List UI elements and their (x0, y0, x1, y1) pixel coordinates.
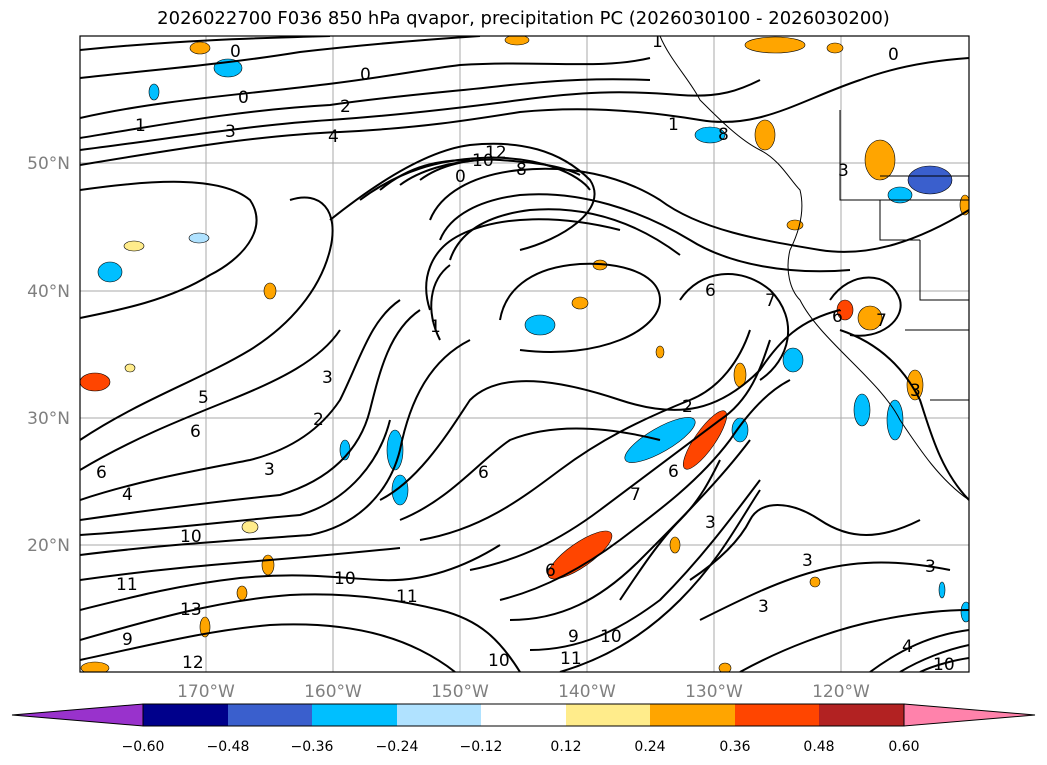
contour-label: 8 (718, 125, 729, 145)
contour-label: 6 (96, 463, 107, 483)
colorbar-segment (481, 704, 566, 726)
contour-label: 0 (455, 167, 466, 187)
contour-label: 10 (933, 655, 955, 675)
contour-label: 3 (838, 161, 849, 181)
contour-label: 10 (600, 627, 622, 647)
contour-label: 7 (876, 311, 887, 331)
contour-label: 9 (122, 630, 133, 650)
lon-label: 130°W (685, 682, 743, 702)
longitude-labels: 170°W 160°W 150°W 140°W 130°W 120°W (177, 682, 870, 702)
contour-label: 4 (902, 637, 913, 657)
contour-label: 4 (122, 485, 133, 505)
contour-label: 3 (322, 368, 333, 388)
contour-label: 10 (488, 651, 510, 671)
contour-label: 6 (832, 307, 843, 327)
contour-label: 9 (568, 627, 579, 647)
contour-label: 1 (430, 317, 441, 337)
colorbar-tick: 0.12 (550, 739, 581, 755)
contour-label: 2 (682, 397, 693, 417)
contour-label: 3 (225, 122, 236, 142)
contour-label: 2 (340, 97, 351, 117)
contour-label: 3 (802, 551, 813, 571)
colorbar-tick: 0.36 (719, 739, 750, 755)
qvapor-contours (80, 36, 969, 672)
colorbar-tick: −0.36 (291, 739, 334, 755)
lon-label: 150°W (431, 682, 489, 702)
contour-label: 11 (396, 587, 418, 607)
contour-label: 3 (264, 460, 275, 480)
contour-label: 6 (668, 462, 679, 482)
coastline (659, 36, 969, 501)
contour-label: 3 (758, 597, 769, 617)
map-title: 2026022700 F036 850 hPa qvapor, precipit… (157, 8, 890, 29)
colorbar-tick: −0.24 (376, 739, 419, 755)
colorbar-tick: 0.48 (803, 739, 834, 755)
colorbar-segment (312, 704, 397, 726)
contour-labels: 0 0 0 0 1 1 2 3 4 10 12 8 0 1 6 7 6 3 5 … (96, 32, 955, 675)
lon-label: 170°W (177, 682, 235, 702)
contour-label: 11 (116, 575, 138, 595)
colorbar-extend-min (11, 703, 144, 727)
colorbar-tick: 0.24 (634, 739, 665, 755)
contour-label: 2 (313, 410, 324, 430)
colorbar-segment (735, 704, 819, 726)
colorbar-segment (819, 704, 904, 726)
contour-label: 7 (630, 485, 641, 505)
precipitation-shading (80, 36, 969, 672)
contour-label: 4 (328, 127, 339, 147)
contour-label: 7 (765, 291, 776, 311)
lat-label: 40°N (27, 282, 70, 302)
contour-label: 6 (545, 561, 556, 581)
lat-label: 20°N (27, 536, 70, 556)
colorbar-segment (143, 704, 228, 726)
contour-label: 12 (485, 143, 507, 163)
contour-label: 12 (182, 653, 204, 673)
contour-label: 5 (198, 388, 209, 408)
contour-label: 0 (238, 88, 249, 108)
colorbar-extend-max (903, 703, 1036, 727)
colorbar-segment (650, 704, 735, 726)
contour-label: 0 (230, 42, 241, 62)
lat-label: 50°N (27, 154, 70, 174)
contour-label: 13 (180, 600, 202, 620)
colorbar-segment (397, 704, 481, 726)
contour-label: 6 (190, 422, 201, 442)
contour-label: 11 (560, 649, 582, 669)
contour-label: 6 (705, 281, 716, 301)
contour-label: 10 (180, 527, 202, 547)
contour-label: 10 (472, 151, 494, 171)
contour-label: 1 (135, 116, 146, 136)
colorbar-segment (228, 704, 312, 726)
latitude-labels: 50°N 40°N 30°N 20°N (27, 154, 70, 556)
lon-label: 120°W (812, 682, 870, 702)
colorbar: −0.60 −0.48 −0.36 −0.24 −0.12 0.12 0.24 … (11, 703, 1036, 755)
contour-label: 3 (705, 513, 716, 533)
contour-label: 8 (516, 160, 527, 180)
contour-label: 6 (478, 463, 489, 483)
contour-label: 0 (360, 65, 371, 85)
lon-label: 140°W (558, 682, 616, 702)
contour-label: 3 (925, 557, 936, 577)
contour-label: 0 (888, 45, 899, 65)
contour-label: 1 (652, 32, 663, 52)
colorbar-tick: −0.12 (460, 739, 503, 755)
contour-label: 3 (910, 381, 921, 401)
contour-label: 10 (334, 569, 356, 589)
colorbar-tick: 0.60 (888, 739, 919, 755)
contour-label: 1 (668, 115, 679, 135)
colorbar-segment (566, 704, 650, 726)
lon-label: 160°W (304, 682, 362, 702)
colorbar-tick: −0.48 (207, 739, 250, 755)
map-panel: 0 0 0 0 1 1 2 3 4 10 12 8 0 1 6 7 6 3 5 … (79, 32, 970, 675)
colorbar-tick: −0.60 (122, 739, 165, 755)
lat-label: 30°N (27, 409, 70, 429)
